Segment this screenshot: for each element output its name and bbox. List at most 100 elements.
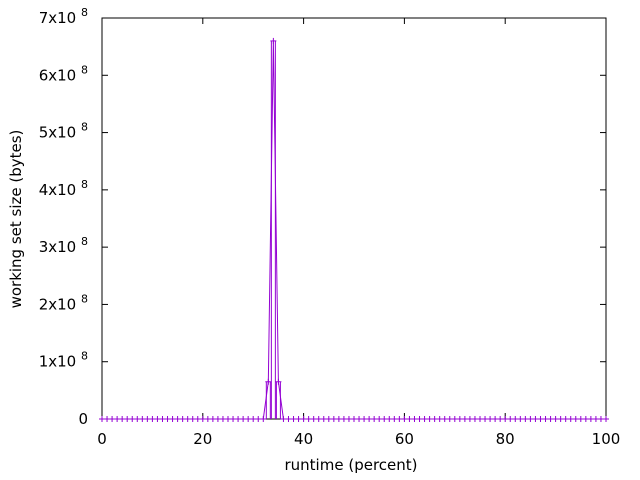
data-point-marker [376, 416, 383, 422]
data-point-marker [159, 416, 166, 422]
data-point-marker [235, 416, 242, 422]
data-point-marker [471, 416, 478, 422]
data-point-marker [537, 416, 544, 422]
y-axis-label: working set size (bytes) [7, 130, 25, 309]
y-tick-label: 1x10 8 [39, 350, 88, 371]
data-point-marker [371, 416, 378, 422]
x-axis-label: runtime (percent) [285, 456, 418, 474]
data-point-marker [527, 416, 534, 422]
series-line [102, 40, 606, 420]
x-tick-label: 40 [294, 430, 313, 448]
data-point-marker [184, 416, 191, 422]
y-axis-ticks: 0 1x10 8 2x10 8 3x10 8 4x10 8 5x10 8 6x10 8 7x1… [39, 6, 606, 428]
data-point-marker [174, 416, 181, 422]
data-point-marker [461, 416, 468, 422]
data-point-marker [275, 378, 282, 385]
data-point-marker [406, 416, 413, 422]
data-point-marker [134, 416, 141, 422]
data-point-marker [214, 416, 221, 422]
data-point-marker [199, 416, 206, 422]
data-point-marker [245, 416, 252, 422]
data-point-marker [517, 416, 524, 422]
x-tick-label: 0 [97, 430, 107, 448]
y-tick-label: 0 [78, 410, 88, 428]
data-point-marker [219, 416, 226, 422]
data-point-marker [451, 416, 458, 422]
data-point-marker [497, 416, 504, 422]
data-point-marker [164, 416, 171, 422]
x-tick-label: 80 [496, 430, 515, 448]
data-point-marker [416, 416, 423, 422]
data-point-marker [466, 416, 473, 422]
data-point-marker [356, 416, 363, 422]
data-point-marker [250, 416, 257, 422]
data-point-marker [204, 416, 211, 422]
data-point-marker [230, 416, 237, 422]
data-point-marker [542, 416, 549, 422]
data-point-marker [386, 416, 393, 422]
y-tick-label: 2x10 8 [39, 292, 88, 313]
data-point-marker [194, 416, 201, 422]
data-point-marker [436, 416, 443, 422]
data-point-marker [547, 416, 554, 422]
data-point-marker [577, 416, 584, 422]
data-point-marker [335, 416, 342, 422]
data-point-marker [587, 416, 594, 422]
data-point-marker [340, 416, 347, 422]
data-point-marker [567, 416, 574, 422]
data-point-marker [124, 416, 131, 422]
data-point-marker [99, 416, 105, 422]
x-tick-label: 20 [193, 430, 212, 448]
data-point-marker [572, 416, 579, 422]
data-point-marker [582, 416, 589, 422]
data-point-marker [492, 416, 499, 422]
data-point-marker [396, 416, 403, 422]
data-point-marker [345, 416, 352, 422]
data-point-marker [310, 416, 317, 422]
data-point-marker [114, 416, 121, 422]
data-point-marker [366, 416, 373, 422]
x-tick-label: 60 [395, 430, 414, 448]
data-point-marker [381, 416, 388, 422]
data-point-marker [421, 416, 428, 422]
y-tick-label: 6x10 8 [39, 63, 88, 84]
data-point-marker [315, 416, 322, 422]
data-point-marker [305, 416, 312, 422]
series-layer [99, 37, 609, 422]
data-point-marker [487, 416, 494, 422]
data-point-marker [441, 416, 448, 422]
data-point-marker [592, 416, 599, 422]
data-point-marker [411, 416, 418, 422]
y-tick-label: 3x10 8 [39, 235, 88, 256]
data-point-marker [149, 416, 156, 422]
data-point-marker [119, 416, 126, 422]
data-point-marker [139, 416, 146, 422]
y-tick-label: 5x10 8 [39, 121, 88, 142]
data-point-marker [325, 416, 332, 422]
data-point-marker [507, 416, 514, 422]
y-tick-label: 4x10 8 [39, 178, 88, 199]
data-point-marker [295, 416, 302, 422]
y-tick-label: 7x10 8 [39, 6, 88, 27]
data-point-marker [189, 416, 196, 422]
data-point-marker [209, 416, 216, 422]
data-point-marker [265, 378, 272, 385]
data-point-marker [522, 416, 529, 422]
data-point-marker [285, 416, 292, 422]
data-point-marker [361, 416, 368, 422]
data-point-marker [300, 416, 307, 422]
data-point-marker [532, 416, 539, 422]
data-point-marker [512, 416, 519, 422]
data-point-marker [562, 416, 569, 422]
plot-frame [101, 17, 607, 420]
data-point-marker [260, 416, 267, 422]
data-point-marker [129, 416, 136, 422]
data-point-marker [597, 416, 604, 422]
data-point-marker [426, 416, 433, 422]
data-point-marker [456, 416, 463, 422]
data-point-marker [104, 416, 111, 422]
data-point-marker [330, 416, 337, 422]
data-point-marker [431, 416, 438, 422]
data-point-marker [557, 416, 564, 422]
